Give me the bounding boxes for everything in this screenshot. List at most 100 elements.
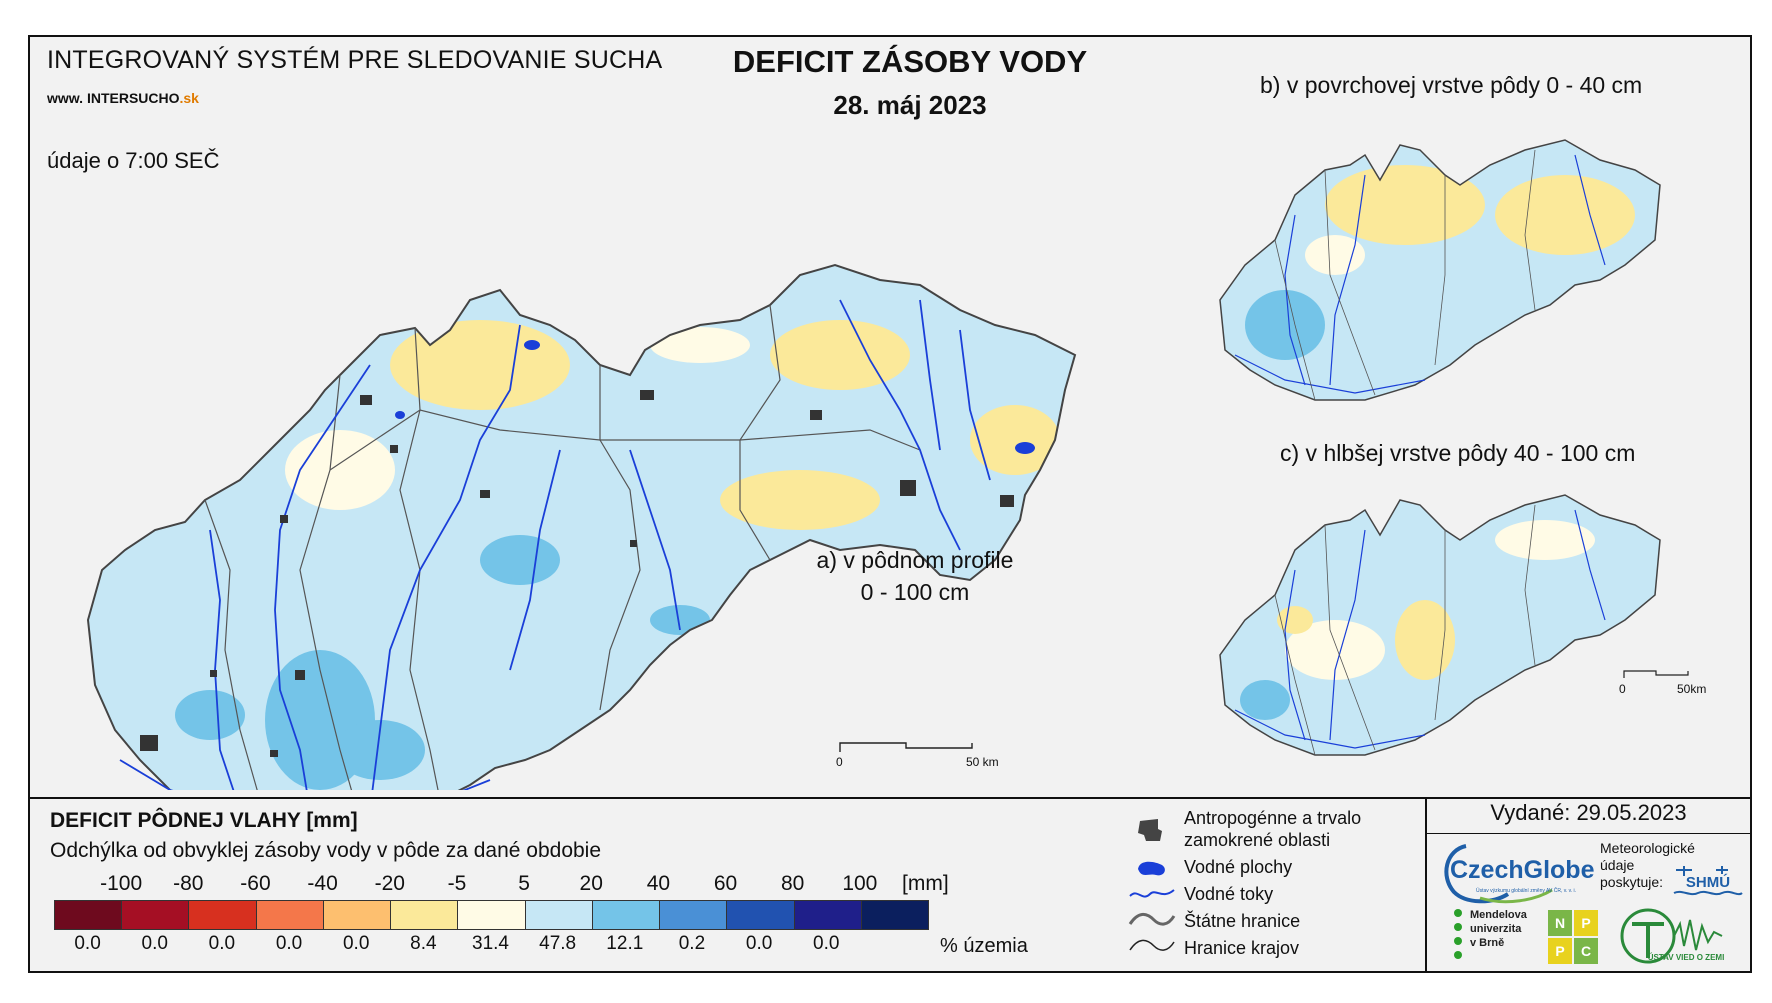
legend-tick: 20 xyxy=(579,872,603,895)
legend-tick: -100 xyxy=(100,872,143,895)
czechglobe-logo: CzechGlobe Ústav výzkumu globální změny … xyxy=(1444,844,1595,904)
surplus-zone xyxy=(175,690,245,740)
czechglobe-subtitle: Ústav výzkumu globální změny AV ČR, v. v… xyxy=(1476,887,1576,894)
nppc-letter-p2: P xyxy=(1548,938,1572,964)
deficit-zone xyxy=(770,320,910,390)
legend-swatch xyxy=(256,901,324,929)
legend-percentage: 0.0 xyxy=(813,933,840,954)
legend-ticks: -100 -80 -60 -40 -20 -5 5 20 40 60 80 100 xyxy=(50,872,950,898)
legend-swatch xyxy=(189,901,257,929)
legend-swatch xyxy=(592,901,661,929)
state-border xyxy=(86,263,1077,790)
nppc-letter-c: C xyxy=(1574,938,1598,964)
mendel-line1: Mendelova xyxy=(1470,909,1527,921)
legend-swatch xyxy=(861,901,929,929)
small-scale-end: 50km xyxy=(1677,682,1707,696)
nppc-letter-p1: P xyxy=(1574,910,1598,936)
deficit-zone xyxy=(970,405,1060,475)
uvz-name: ÚSTAV VIED O ZEMI xyxy=(1648,953,1725,962)
website-main: INTERSUCHO xyxy=(86,90,180,106)
legend-tick: 80 xyxy=(781,872,805,895)
legend-region-border-label: Hranice krajov xyxy=(1184,938,1300,958)
legend-title: DEFICIT PÔDNEJ VLAHY [mm] xyxy=(50,809,358,832)
legend-swatch xyxy=(525,901,593,929)
region-border-icon xyxy=(1129,939,1175,951)
state-border-icon xyxy=(1128,913,1176,926)
legend-percentage: 8.4 xyxy=(410,933,437,954)
legend-tick: 5 xyxy=(518,872,530,895)
legend-percentage: 0.2 xyxy=(678,933,706,954)
legend-state-border-label: Štátne hranice xyxy=(1184,911,1301,931)
legend-percentage: 0.0 xyxy=(342,933,370,954)
legend-swatch xyxy=(794,901,862,929)
surplus-zone xyxy=(335,720,425,780)
legend-percentage: 0.0 xyxy=(745,933,773,954)
legend-tick: 60 xyxy=(713,872,738,895)
map-a-label: a) v pôdnom profile xyxy=(816,547,1014,573)
deficit-zone xyxy=(390,320,570,410)
map-date: 28. máj 2023 xyxy=(833,90,987,120)
map-b xyxy=(1219,139,1661,401)
legend-swatch xyxy=(323,901,392,929)
map-c xyxy=(1219,494,1661,756)
main-scale-end: 50 km xyxy=(966,755,999,769)
system-title: INTEGROVANÝ SYSTÉM PRE SLEDOVANIE SUCHA xyxy=(47,46,663,74)
percent-label: % územia xyxy=(940,935,1028,957)
legend-tick: -5 xyxy=(447,872,467,895)
legend-river-label: Vodné toky xyxy=(1184,884,1274,904)
issued-divider xyxy=(1425,833,1752,834)
legend-tick: -40 xyxy=(307,872,338,895)
czechglobe-name: CzechGlobe xyxy=(1450,856,1595,884)
legend-urban-line2: zamokrené oblasti xyxy=(1184,830,1331,850)
water-bodies xyxy=(395,340,1035,454)
legend-tick: 40 xyxy=(646,872,671,895)
footer-divider xyxy=(1425,797,1427,973)
uvz-logo: ÚSTAV VIED O ZEMI xyxy=(1620,908,1725,964)
legend-unit: [mm] xyxy=(902,872,949,895)
website-link[interactable]: www. INTERSUCHO.sk xyxy=(47,90,199,106)
legend-tick: 100 xyxy=(842,872,878,895)
time-note: údaje o 7:00 SEČ xyxy=(47,148,220,173)
legend-tick: -80 xyxy=(173,872,204,895)
legend-urban-line1: Antropogénne a trvalo xyxy=(1184,808,1362,828)
shmu-name: SHMÚ xyxy=(1686,873,1730,891)
main-scale-bar xyxy=(839,742,973,752)
meteo-line3: poskytuje: xyxy=(1600,874,1664,890)
website-prefix: www. xyxy=(47,90,84,106)
shmu-logo: SHMÚ xyxy=(1673,866,1743,896)
legend-swatch xyxy=(660,901,728,929)
legend-percentage: 0.0 xyxy=(275,933,303,954)
urban-area-icon xyxy=(1138,819,1162,841)
legend-swatch xyxy=(727,901,795,929)
map-b-label: b) v povrchovej vrstve pôdy 0 - 40 cm xyxy=(1260,72,1643,98)
meteo-provider-note: Meteorologické údaje poskytuje: xyxy=(1600,840,1695,891)
nppc-letter-n: N xyxy=(1548,910,1572,936)
small-scale-zero: 0 xyxy=(1619,682,1626,696)
legend-swatch xyxy=(391,901,459,929)
legend-tick: -60 xyxy=(240,872,271,895)
map-a-depth: 0 - 100 cm xyxy=(860,579,970,605)
legend-swatch xyxy=(122,901,190,929)
normal-zone xyxy=(650,327,750,363)
normal-zone xyxy=(285,430,395,510)
legend-percentage: 31.4 xyxy=(472,933,509,954)
legend-percentage: 47.8 xyxy=(539,933,577,954)
legend-percentages: 0.0 0.0 0.0 0.0 0.0 8.4 31.4 47.8 12.1 0.2 0.0 0.0 xyxy=(54,933,954,959)
mendel-line3: v Brně xyxy=(1470,937,1505,949)
deficit-zone xyxy=(720,470,880,530)
urban-areas xyxy=(140,390,1014,757)
mendel-line2: univerzita xyxy=(1470,923,1522,935)
river-icon xyxy=(1129,889,1175,898)
meteo-line1: Meteorologické xyxy=(1600,840,1695,856)
legend-swatch xyxy=(55,901,123,929)
water-body-icon xyxy=(1138,861,1165,876)
legend-swatch xyxy=(458,901,526,929)
mendel-university-logo: Mendelova univerzita v Brně xyxy=(1470,908,1527,950)
legend-color-bar xyxy=(54,900,929,930)
legend-percentage: 0.0 xyxy=(141,933,168,954)
legend-percentage: 0.0 xyxy=(74,933,101,954)
main-map xyxy=(86,263,1077,790)
small-scale-bar xyxy=(1623,670,1689,678)
surplus-zone xyxy=(650,605,710,635)
main-scale-zero: 0 xyxy=(836,755,843,769)
